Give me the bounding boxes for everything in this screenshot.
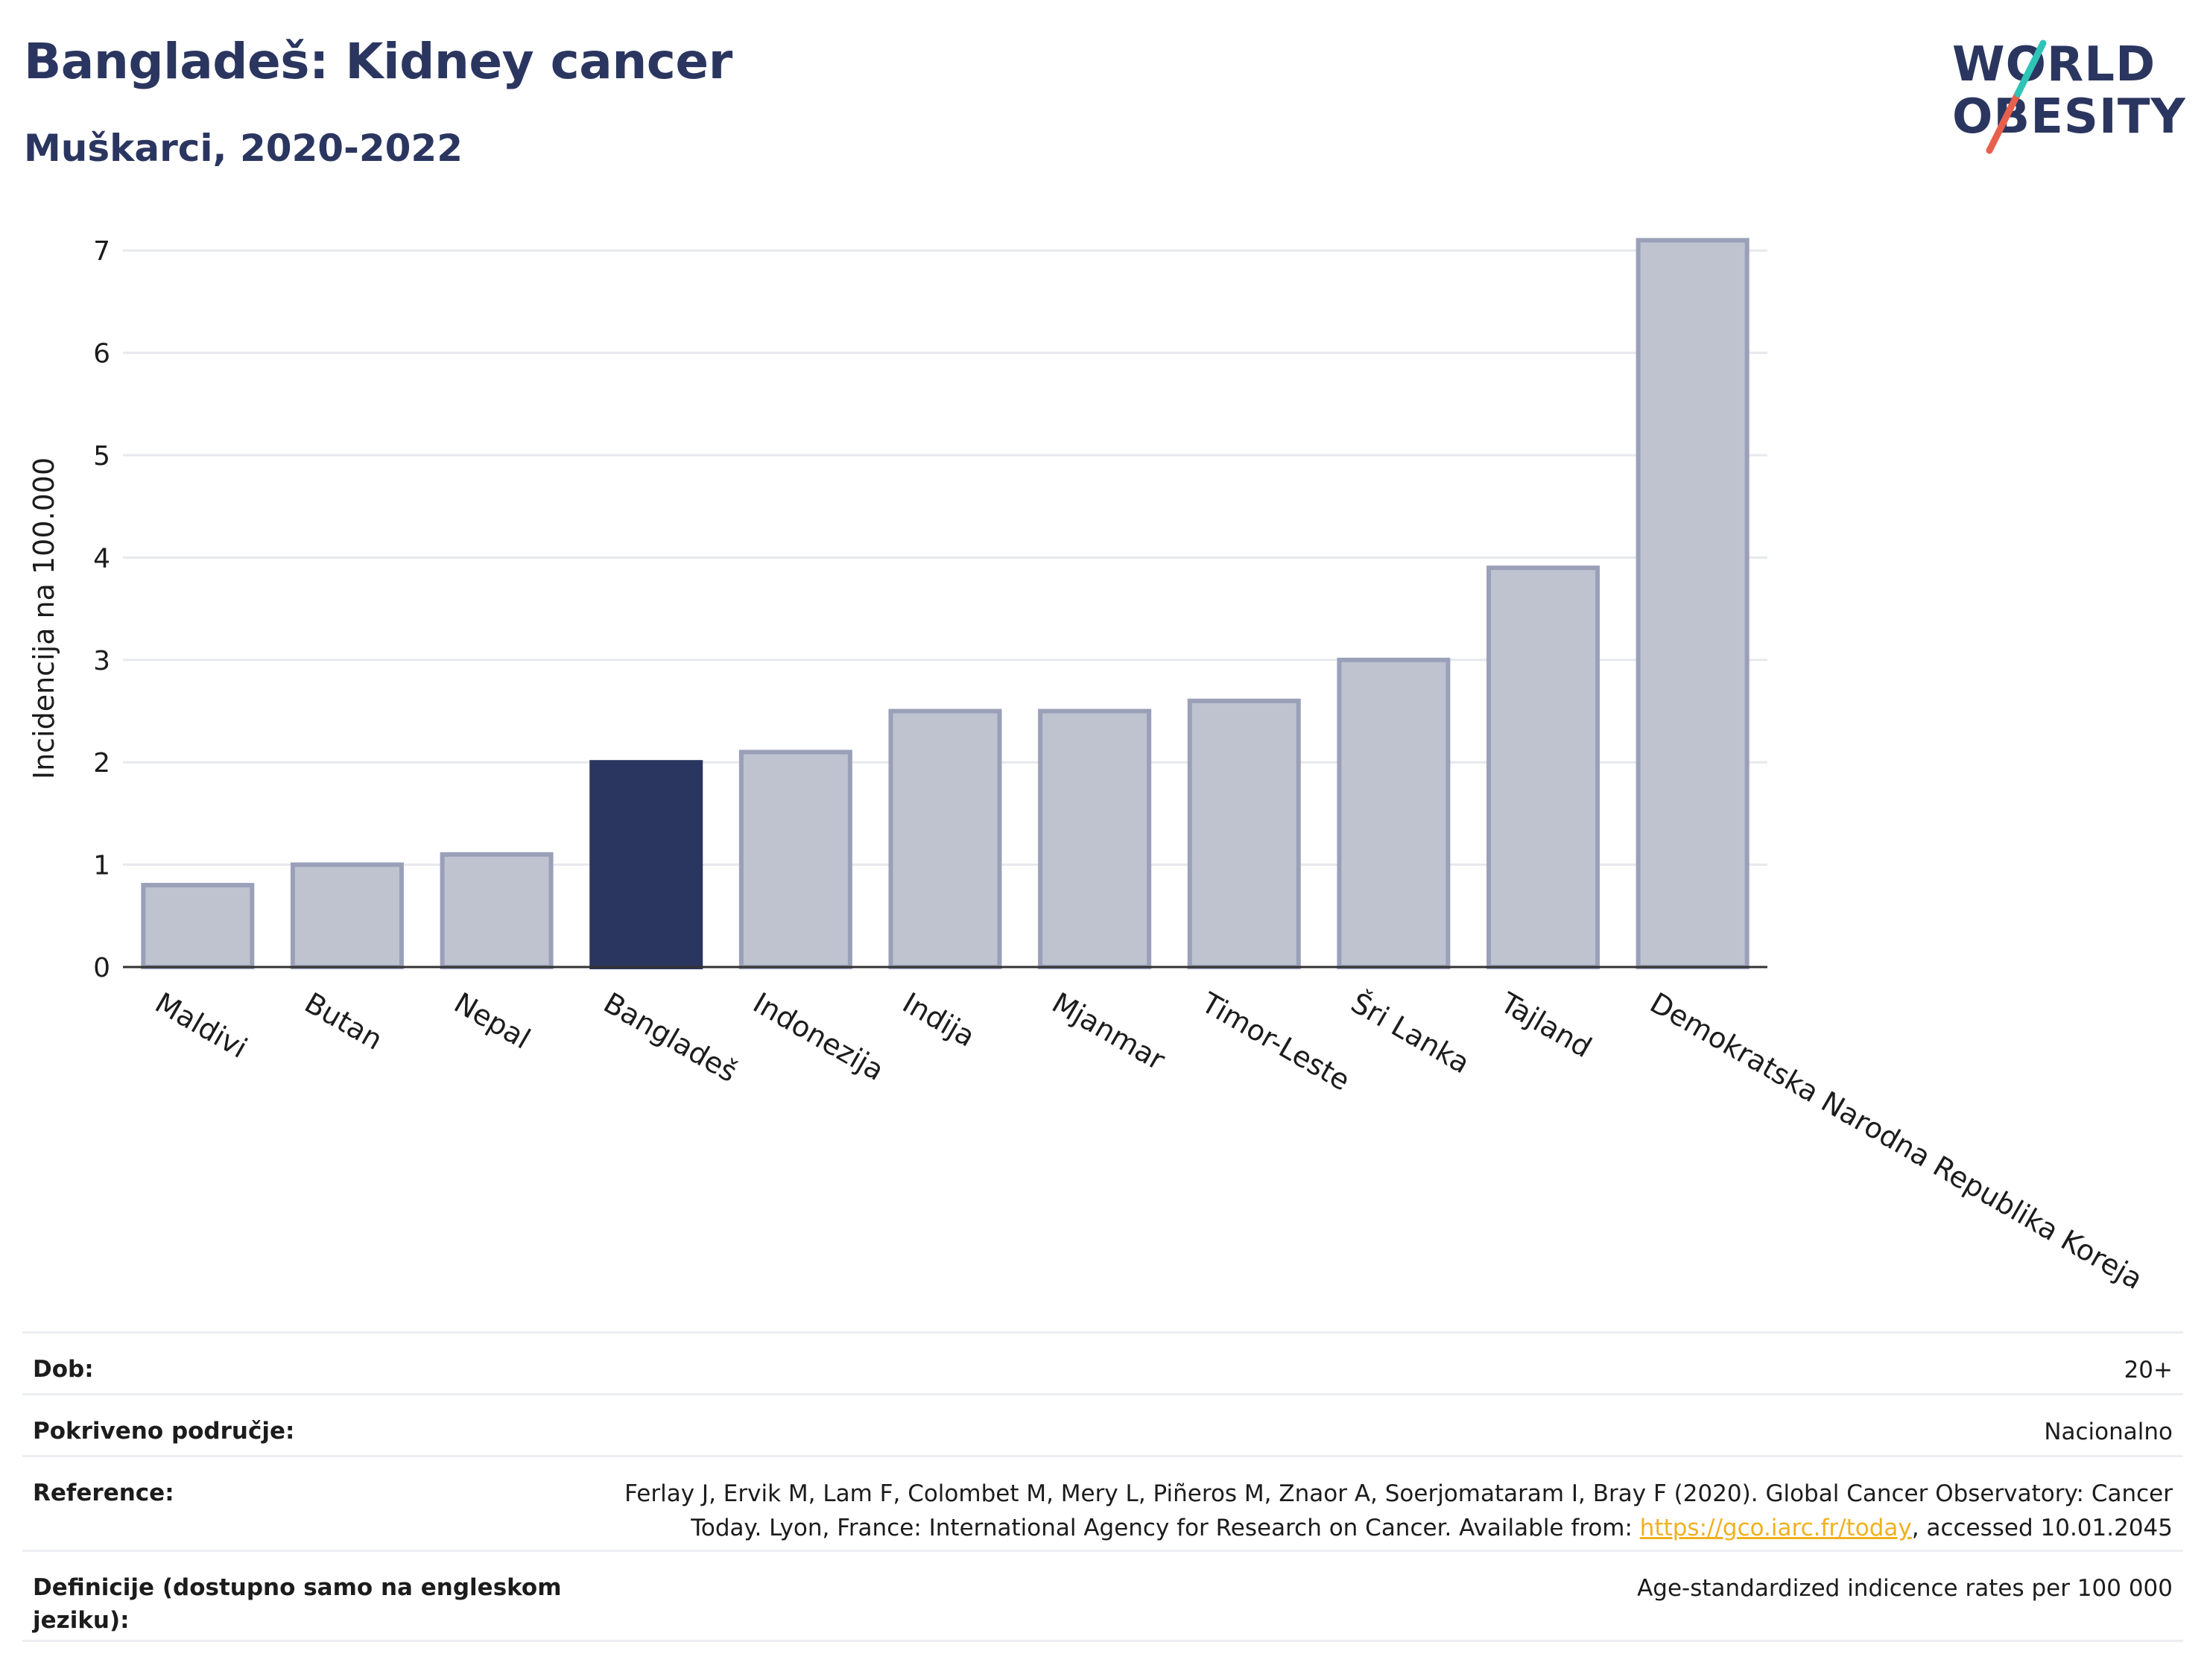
info-row-age: Dob: 20+ — [22, 1331, 2183, 1393]
bar[interactable] — [589, 760, 703, 969]
y-axis-title: Incidencija na 100.000 — [28, 457, 60, 779]
y-axis-ticks: 0 1 2 3 4 5 6 7 — [93, 236, 110, 983]
bar[interactable] — [738, 749, 852, 970]
chart-title: Bangladeš: Kidney cancer — [24, 33, 732, 90]
x-tick-label: Šri Lanka — [1346, 986, 1475, 1080]
y-tick-label: 2 — [93, 748, 110, 779]
info-table: Dob: 20+ Pokriveno područje: Nacionalno … — [22, 1331, 2183, 1642]
logo-text-obesity: OBESITY — [1952, 89, 2186, 145]
bar[interactable] — [1635, 238, 1749, 969]
definitions-label: Definicije (dostupno samo na engleskom j… — [33, 1574, 562, 1634]
y-tick-label: 1 — [93, 851, 110, 881]
info-row-reference: Reference: Ferlay J, Ervik M, Lam F, Col… — [22, 1455, 2183, 1550]
x-tick-label: Demokratska Narodna Republika Koreja — [1644, 986, 2148, 1296]
bar[interactable] — [290, 862, 404, 969]
reference-link[interactable]: https://gco.iarc.fr/today — [1639, 1515, 1912, 1541]
x-tick-label: Indija — [897, 986, 981, 1053]
y-tick-label: 0 — [93, 953, 110, 983]
bar[interactable] — [1187, 698, 1301, 969]
coverage-label: Pokriveno područje: — [33, 1418, 295, 1445]
reference-text-2: Today. Lyon, France: International Agenc… — [691, 1515, 1640, 1541]
y-tick-label: 4 — [93, 543, 110, 574]
x-tick-label: Indonezija — [747, 986, 889, 1087]
x-axis-labels: Maldivi Butan Nepal Bangladeš Indonezija Indi… — [150, 986, 2148, 1296]
x-tick-label: Tajland — [1495, 986, 1597, 1064]
bar[interactable] — [1337, 657, 1451, 969]
x-tick-label: Maldivi — [150, 986, 253, 1065]
y-tick-label: 3 — [93, 646, 110, 676]
x-tick-label: Bangladeš — [598, 986, 743, 1088]
bar[interactable] — [440, 852, 554, 969]
coverage-value: Nacionalno — [2044, 1419, 2173, 1445]
y-tick-label: 7 — [93, 236, 110, 267]
logo-slash-icon — [1986, 39, 2047, 154]
reference-text-1: Ferlay J, Ervik M, Lam F, Colombet M, Me… — [624, 1480, 2173, 1507]
bar[interactable] — [1038, 709, 1152, 969]
x-tick-label: Butan — [299, 986, 387, 1056]
reference-label: Reference: — [33, 1480, 174, 1506]
reference-text-3: , accessed 10.01.2045 — [1911, 1515, 2173, 1541]
x-tick-label: Timor-Leste — [1195, 986, 1355, 1097]
reference-value: Ferlay J, Ervik M, Lam F, Colombet M, Me… — [624, 1477, 2173, 1545]
bar[interactable] — [888, 709, 1002, 969]
age-label: Dob: — [33, 1356, 94, 1383]
x-tick-label: Nepal — [449, 986, 536, 1056]
bar[interactable] — [141, 883, 255, 969]
age-value: 20+ — [2124, 1357, 2173, 1383]
y-tick-label: 5 — [93, 441, 110, 472]
world-obesity-logo: WORLD OBESITY — [1937, 22, 2186, 156]
chart-subtitle: Muškarci, 2020-2022 — [24, 127, 463, 170]
info-row-coverage: Pokriveno područje: Nacionalno — [22, 1393, 2183, 1455]
definitions-value: Age-standardized indicence rates per 100… — [1637, 1575, 2173, 1602]
info-row-definitions: Definicije (dostupno samo na engleskom j… — [22, 1550, 2183, 1642]
bars — [141, 238, 1749, 970]
x-tick-label: Mjanmar — [1047, 986, 1171, 1077]
bar-chart: 0 1 2 3 4 5 6 7 Maldivi Butan Nepal Bangladeš Indon… — [28, 236, 2148, 1296]
y-tick-label: 6 — [93, 339, 110, 370]
bar[interactable] — [1486, 565, 1600, 969]
logo-text-world: WORLD — [1952, 37, 2156, 92]
